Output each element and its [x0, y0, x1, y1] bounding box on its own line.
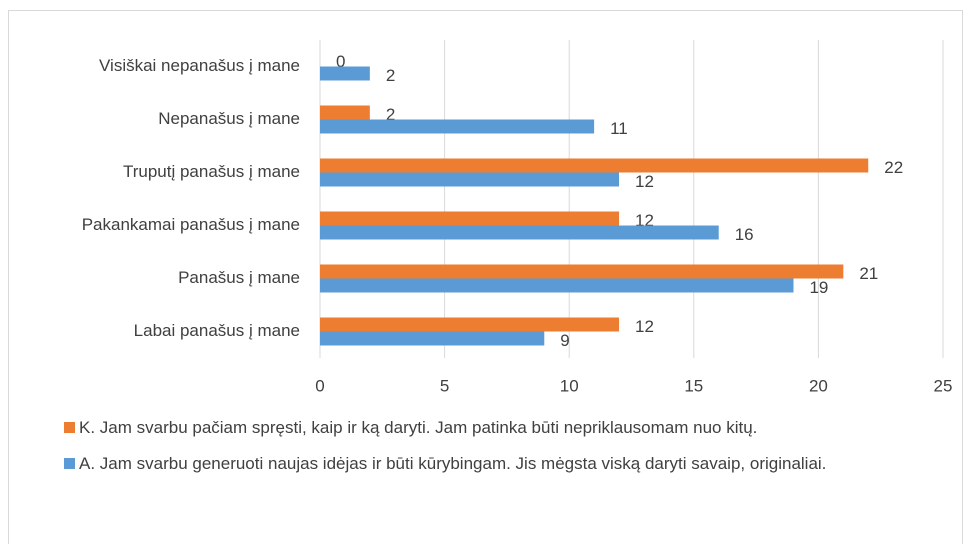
x-tick-label: 25: [934, 376, 953, 395]
x-tick-label: 15: [684, 376, 703, 395]
x-tick-label: 5: [440, 376, 449, 395]
y-tick-label: Labai panašus į mane: [134, 321, 300, 340]
data-label: 0: [336, 52, 345, 71]
chart-border: [8, 10, 963, 544]
y-tick-label: Truputį panašus į mane: [123, 162, 300, 181]
bar: [320, 105, 370, 120]
bar: [320, 158, 869, 173]
y-tick-label: Panašus į mane: [178, 268, 300, 287]
legend-swatch: [64, 458, 75, 469]
data-label: 16: [735, 225, 754, 244]
data-label: 2: [386, 66, 395, 85]
legend-label: K. Jam svarbu pačiam spręsti, kaip ir ką…: [79, 418, 758, 437]
data-label: 11: [610, 119, 628, 138]
x-tick-label: 20: [809, 376, 828, 395]
bar: [320, 66, 370, 81]
bar: [320, 119, 595, 134]
data-label: 9: [560, 331, 569, 350]
legend-label: A. Jam svarbu generuoti naujas idėjas ir…: [79, 454, 827, 473]
legend: K. Jam svarbu pačiam spręsti, kaip ir ką…: [64, 412, 934, 484]
bar: [320, 317, 620, 332]
bar: [320, 278, 794, 293]
data-label: 12: [635, 172, 654, 191]
bar: [320, 172, 620, 187]
legend-entry: K. Jam svarbu pačiam spręsti, kaip ir ką…: [64, 412, 934, 443]
legend-entry: A. Jam svarbu generuoti naujas idėjas ir…: [64, 448, 934, 479]
bar: [320, 264, 844, 279]
data-label: 12: [635, 317, 654, 336]
bar: [320, 211, 620, 226]
data-label: 22: [884, 158, 903, 177]
bar: [320, 331, 545, 346]
data-label: 21: [859, 264, 878, 283]
data-label: 12: [635, 211, 654, 230]
data-label: 2: [386, 105, 395, 124]
x-tick-label: 0: [315, 376, 324, 395]
y-tick-label: Visiškai nepanašus į mane: [99, 56, 300, 75]
y-tick-label: Pakankamai panašus į mane: [82, 215, 300, 234]
bar: [320, 225, 719, 240]
y-tick-label: Nepanašus į mane: [158, 109, 300, 128]
data-label: 19: [809, 278, 828, 297]
legend-swatch: [64, 422, 75, 433]
x-tick-label: 10: [560, 376, 579, 395]
